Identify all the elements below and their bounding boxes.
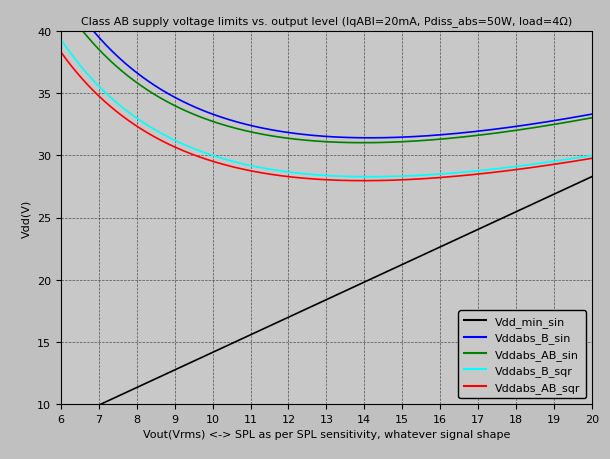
Vddabs_B_sin xyxy=(472,129,479,135)
Line: Vddabs_AB_sin: Vddabs_AB_sin xyxy=(61,2,592,143)
Title: Class AB supply voltage limits vs. output level (IqABI=20mA, Pdiss_abs=50W, load: Class AB supply voltage limits vs. outpu… xyxy=(81,16,572,27)
Vdd_min_sin xyxy=(471,229,478,234)
Vddabs_AB_sin xyxy=(112,63,119,69)
Vddabs_AB_sqr xyxy=(57,50,65,56)
Vddabs_AB_sqr xyxy=(272,173,279,179)
Vddabs_AB_sqr xyxy=(481,171,489,177)
Vddabs_B_sqr xyxy=(112,100,119,105)
Vddabs_AB_sqr xyxy=(291,175,298,181)
Vddabs_AB_sin xyxy=(359,140,367,146)
Y-axis label: Vdd(V): Vdd(V) xyxy=(21,199,32,237)
Vddabs_B_sin xyxy=(366,136,373,141)
Vddabs_B_sqr xyxy=(588,153,595,159)
Vddabs_B_sqr xyxy=(272,168,279,174)
Vddabs_B_sqr xyxy=(481,168,489,174)
Vddabs_AB_sin xyxy=(481,132,489,138)
Vddabs_B_sin xyxy=(422,134,429,140)
Vdd_min_sin xyxy=(481,224,488,230)
Vddabs_AB_sqr xyxy=(588,156,595,162)
Vddabs_B_sqr xyxy=(57,38,65,43)
Line: Vddabs_B_sin: Vddabs_B_sin xyxy=(61,0,592,139)
Vddabs_B_sin xyxy=(272,129,279,134)
Vddabs_B_sqr xyxy=(472,169,479,174)
Vdd_min_sin xyxy=(291,312,298,317)
Vddabs_B_sin xyxy=(588,112,595,118)
Vddabs_B_sqr xyxy=(422,173,429,179)
Vdd_min_sin xyxy=(112,395,119,400)
Vddabs_AB_sin xyxy=(57,0,65,5)
Vddabs_AB_sin xyxy=(291,137,298,142)
Line: Vdd_min_sin: Vdd_min_sin xyxy=(61,177,592,423)
Legend: Vdd_min_sin, Vddabs_B_sin, Vddabs_AB_sin, Vddabs_B_sqr, Vddabs_AB_sqr: Vdd_min_sin, Vddabs_B_sin, Vddabs_AB_sin… xyxy=(459,311,586,398)
Vdd_min_sin xyxy=(422,252,429,257)
Vddabs_AB_sqr xyxy=(112,108,119,114)
Vddabs_B_sin xyxy=(291,131,298,137)
Vddabs_B_sin xyxy=(112,52,119,58)
Vddabs_AB_sin xyxy=(472,134,479,139)
Vddabs_B_sin xyxy=(481,129,489,134)
Vdd_min_sin xyxy=(272,321,279,326)
Line: Vddabs_B_sqr: Vddabs_B_sqr xyxy=(61,40,592,177)
Line: Vddabs_AB_sqr: Vddabs_AB_sqr xyxy=(61,53,592,181)
Vddabs_B_sqr xyxy=(366,174,373,180)
Vddabs_AB_sin xyxy=(588,116,595,121)
X-axis label: Vout(Vrms) <-> SPL as per SPL sensitivity, whatever signal shape: Vout(Vrms) <-> SPL as per SPL sensitivit… xyxy=(143,429,510,439)
Vddabs_AB_sqr xyxy=(472,172,479,178)
Vddabs_AB_sin xyxy=(422,138,429,144)
Vdd_min_sin xyxy=(588,174,595,180)
Vddabs_B_sqr xyxy=(291,171,298,176)
Vddabs_AB_sqr xyxy=(422,176,429,182)
Vddabs_AB_sin xyxy=(272,134,279,140)
Vddabs_AB_sqr xyxy=(360,179,367,184)
Vdd_min_sin xyxy=(57,420,65,425)
